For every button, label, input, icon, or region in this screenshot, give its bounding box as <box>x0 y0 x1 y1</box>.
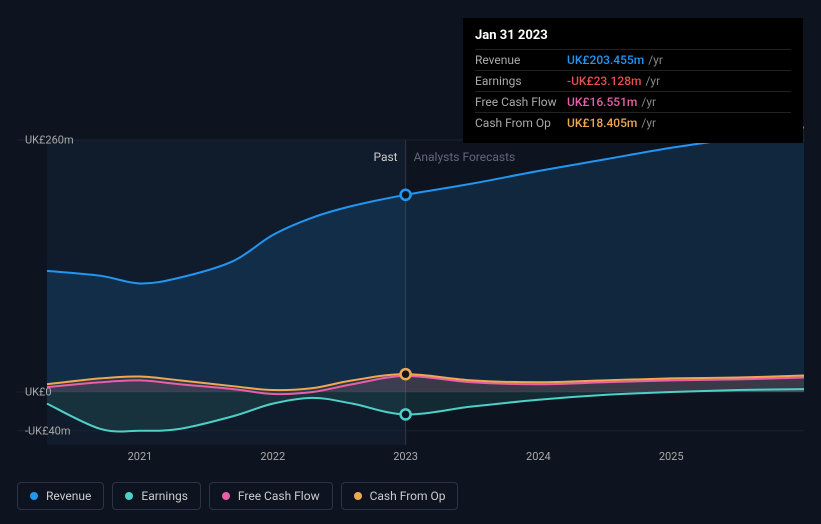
y-axis-label: UK£0 <box>25 386 52 399</box>
legend-item-label: Revenue <box>46 489 91 503</box>
legend-item-label: Cash From Op <box>370 489 446 503</box>
legend-dot-icon <box>30 492 38 500</box>
x-axis-label: 2021 <box>128 450 153 463</box>
legend-item-label: Earnings <box>141 489 188 503</box>
legend-item-revenue[interactable]: Revenue <box>17 482 104 510</box>
legend-item-earnings[interactable]: Earnings <box>112 482 201 510</box>
tooltip-row: Cash From OpUK£18.405m/yr <box>475 112 791 133</box>
tooltip-row-value: UK£203.455m <box>567 53 644 67</box>
tooltip-row-unit: /yr <box>645 74 660 88</box>
y-axis-label: UK£260m <box>25 134 74 147</box>
tooltip-row-unit: /yr <box>641 116 656 130</box>
y-axis-label: -UK£40m <box>25 424 70 437</box>
tooltip-row-unit: /yr <box>641 95 656 109</box>
legend-dot-icon <box>125 492 133 500</box>
x-axis-label: 2024 <box>526 450 551 463</box>
tooltip-row-value: UK£16.551m <box>567 95 637 109</box>
tooltip-row: Free Cash FlowUK£16.551m/yr <box>475 91 791 112</box>
tooltip-row: RevenueUK£203.455m/yr <box>475 49 791 70</box>
tooltip-row: Earnings-UK£23.128m/yr <box>475 70 791 91</box>
legend-item-cash-from-op[interactable]: Cash From Op <box>341 482 459 510</box>
tooltip-row-label: Earnings <box>475 74 567 88</box>
x-axis-label: 2022 <box>260 450 285 463</box>
tooltip-row-label: Cash From Op <box>475 116 567 130</box>
legend-item-label: Free Cash Flow <box>238 489 320 503</box>
tooltip-row-value: UK£18.405m <box>567 116 637 130</box>
tooltip-row-value: -UK£23.128m <box>567 74 641 88</box>
tooltip-date: Jan 31 2023 <box>475 28 791 49</box>
forecast-label: Analysts Forecasts <box>414 150 516 164</box>
past-label: Past <box>373 150 397 164</box>
x-axis-label: 2025 <box>659 450 684 463</box>
legend-dot-icon <box>222 492 230 500</box>
tooltip-row-unit: /yr <box>648 53 663 67</box>
tooltip-row-label: Free Cash Flow <box>475 95 567 109</box>
legend-item-free-cash-flow[interactable]: Free Cash Flow <box>209 482 333 510</box>
legend: Revenue Earnings Free Cash Flow Cash From O… <box>17 482 458 510</box>
x-axis-label: 2023 <box>393 450 418 463</box>
legend-dot-icon <box>354 492 362 500</box>
tooltip-row-label: Revenue <box>475 53 567 67</box>
chart-tooltip: Jan 31 2023 RevenueUK£203.455m/yrEarning… <box>463 18 803 143</box>
